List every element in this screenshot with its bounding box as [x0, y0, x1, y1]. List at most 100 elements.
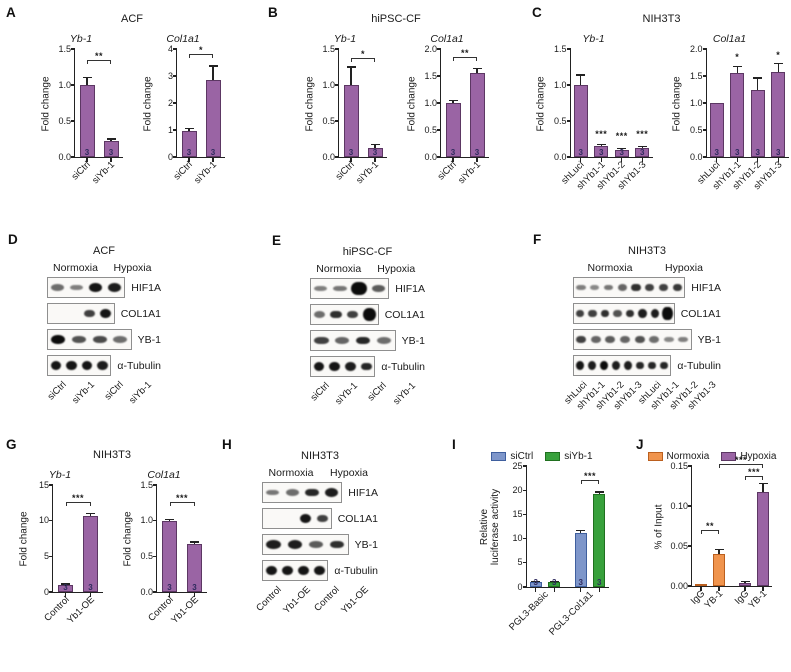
- error-cap: [106, 138, 116, 140]
- plot-area: 3 3 3 3 ***: [522, 465, 609, 592]
- blot-title-d: ACF: [93, 245, 115, 257]
- error-bar: [476, 69, 478, 73]
- blot-lane: [64, 304, 80, 323]
- y-tick-mark: [437, 75, 441, 77]
- lane-label: Yb1-OE: [338, 584, 371, 616]
- legend-item: siYb-1: [545, 451, 593, 462]
- protein-band: [613, 310, 622, 317]
- bar: [739, 582, 751, 586]
- y-tick-mark: [49, 591, 53, 593]
- x-axis-labels: PGL3-Basic PGL3-Col1a1: [507, 588, 608, 654]
- bar: [445, 103, 461, 157]
- blot: Normoxia Hypoxia HIF1A COL1A1 YB-1 α-Tubulin s…: [45, 262, 161, 424]
- blot-row-label: COL1A1: [384, 308, 425, 321]
- blot-lane: [353, 331, 374, 350]
- y-tick-mark: [153, 520, 157, 522]
- n-label: 3: [474, 147, 480, 157]
- blot-box: [262, 560, 329, 581]
- protein-band: [297, 566, 309, 575]
- blot-lane: [263, 509, 280, 528]
- y-tick-mark: [49, 520, 53, 522]
- blot-lane: [344, 305, 361, 324]
- error-bar: [374, 145, 376, 148]
- y-tick-label: 0.0: [689, 151, 703, 162]
- y-axis: 0.0 0.5 1.0 1.5: [316, 44, 338, 161]
- y-axis: 0.0 0.5 1.0 1.5: [52, 44, 74, 161]
- blot-row-label: HIF1A: [348, 486, 378, 499]
- protein-band: [70, 284, 84, 291]
- x-tick-label: PGL3-Basic: [507, 589, 552, 633]
- sig-label: **: [705, 521, 715, 531]
- legend-item: Hypoxia: [721, 451, 776, 462]
- protein-band: [638, 309, 647, 318]
- x-tick-label: siYb-1: [354, 159, 382, 187]
- y-axis: 0.0 0.5 1.0 1.5 2.0: [684, 44, 706, 161]
- blot-row: COL1A1: [573, 303, 721, 324]
- protein-band: [265, 566, 277, 575]
- lane-labels: siCtrl siYb-1 siCtrl siYb-1: [308, 379, 425, 425]
- panel-i: I siCtrl siYb-1 Relative luciferase activi…: [452, 437, 632, 654]
- blot-lane: [636, 304, 648, 323]
- x-tick-mark: [744, 587, 746, 591]
- error-cap: [714, 548, 724, 550]
- blot-lane: [64, 356, 80, 375]
- y-tick-mark: [702, 102, 707, 104]
- blot-row: α-Tubulin: [47, 355, 161, 376]
- x-axis-labels: siCtrl siYb-1: [70, 158, 122, 202]
- protein-band: [660, 361, 669, 370]
- x-tick-label: PGL3-Col1a1: [547, 589, 597, 638]
- y-tick-mark: [702, 75, 707, 77]
- protein-band: [287, 540, 302, 549]
- blot-box: [262, 508, 332, 529]
- blot-lane: [589, 330, 604, 349]
- y-tick-mark: [173, 156, 177, 158]
- error-bar: [598, 492, 600, 495]
- panel-label-f: F: [533, 232, 542, 247]
- bar: [83, 515, 98, 592]
- lane-label: siYb-1: [69, 379, 97, 407]
- x-tick-label: siYb-1: [90, 159, 118, 187]
- protein-band: [634, 336, 645, 343]
- blot-box: [573, 277, 686, 298]
- charts-a: Yb-1 Fold change 0.0 0.5 1.0 1.5 3 3 ** siCtrl siY…: [6, 33, 258, 202]
- blot-lane: [311, 305, 328, 324]
- y-tick-mark: [71, 120, 75, 122]
- y-tick-label: 1: [167, 124, 173, 135]
- y-tick-mark: [566, 156, 571, 158]
- n-label: 3: [372, 147, 378, 157]
- sig-label: *: [776, 49, 781, 60]
- blot-box: [47, 329, 132, 350]
- blot-lane: [670, 278, 684, 297]
- error-bar: [718, 550, 720, 554]
- x-tick-label: siCtrl: [171, 159, 196, 183]
- blot-lane: [661, 330, 676, 349]
- plot-area: 3 3 *: [335, 48, 387, 162]
- blot-row-label: YB-1: [697, 333, 721, 346]
- y-tick-label: 15: [38, 479, 49, 490]
- blot-row: HIF1A: [262, 482, 378, 503]
- sig-label: *: [360, 48, 366, 59]
- condition-label: Hypoxia: [330, 467, 368, 479]
- y-axis-label-area: Fold change: [17, 485, 30, 593]
- x-axis-labels: IgG YB-1 IgG YB-1: [688, 587, 771, 633]
- panel-g: G NIH3T3 Yb-1 Fold change 0 5 10 15 3 3 *** Contr…: [6, 437, 218, 651]
- y-axis: 0.0 0.5 1.0 1.5 2.0: [418, 44, 440, 161]
- panel-title-g: NIH3T3: [93, 449, 131, 461]
- protein-band: [345, 362, 356, 371]
- blot-lane: [350, 279, 369, 298]
- n-label: 3: [533, 577, 538, 587]
- charts-j: % of Input 0.00 0.05 0.10 0.15 ** *** *** IgG YB-…: [636, 455, 788, 633]
- protein-band: [81, 361, 93, 370]
- chart: Yb-1 Fold change 0.0 0.5 1.0 1.5 3 3 * siCtrl siYb…: [303, 33, 387, 202]
- y-tick-label: 1.0: [58, 79, 71, 90]
- x-axis-labels: Control Yb1-OE: [146, 593, 206, 651]
- error-bar: [736, 66, 738, 74]
- bar: [187, 544, 202, 592]
- error-cap: [773, 62, 783, 65]
- protein-band: [636, 361, 645, 370]
- error-bar: [641, 147, 643, 149]
- protein-band: [347, 310, 359, 319]
- error-bar: [350, 67, 352, 85]
- y-tick-mark: [437, 156, 441, 158]
- blot-lane: [676, 330, 691, 349]
